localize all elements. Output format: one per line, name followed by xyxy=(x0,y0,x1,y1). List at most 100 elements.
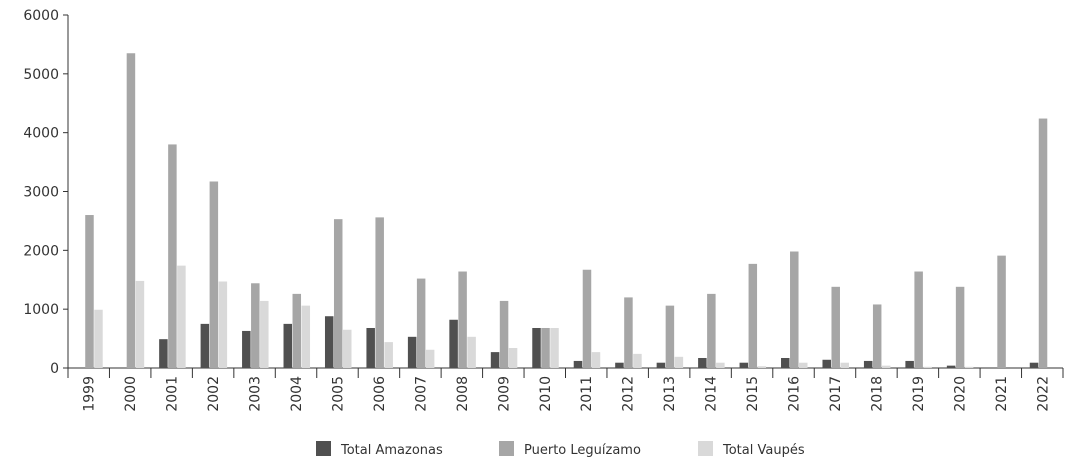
bar-total-amazonas-2011 xyxy=(573,360,583,368)
bar-total-vaup-s-2012 xyxy=(633,353,642,368)
bar-puerto-legu-zamo-2013 xyxy=(665,305,675,368)
bar-total-vaup-s-2004 xyxy=(301,305,311,368)
bar-total-vaup-s-2017 xyxy=(840,362,849,368)
bar-total-amazonas-2006 xyxy=(366,327,375,368)
bar-total-vaup-s-2015 xyxy=(757,366,767,368)
legend-label: Total Vaupés xyxy=(722,443,805,458)
bar-total-amazonas-2001 xyxy=(159,339,168,368)
y-axis: 0 1000 2000 3000 4000 5000 6000 xyxy=(23,8,69,377)
bar-total-vaup-s-2006 xyxy=(384,342,393,368)
y-tick-label: 0 xyxy=(50,361,59,377)
bar-total-amazonas-2020 xyxy=(946,365,956,368)
x-tick-label: 2008 xyxy=(455,376,471,412)
bar-total-amazonas-2010 xyxy=(532,327,541,368)
y-tick-label: 1000 xyxy=(23,302,59,318)
x-tick-label: 2013 xyxy=(662,376,678,412)
bar-total-vaup-s-1999 xyxy=(94,309,103,368)
bar-total-amazonas-2005 xyxy=(324,316,334,368)
x-tick-label: 2020 xyxy=(952,376,968,412)
x-tick-label: 2007 xyxy=(413,376,429,412)
bar-total-vaup-s-2016 xyxy=(799,362,808,368)
bar-total-amazonas-2019 xyxy=(905,360,914,368)
x-axis: 1999 2000 2001 2002 2003 2004 2005 2006 2007 2008… xyxy=(67,367,1064,412)
x-tick-label: 2009 xyxy=(496,376,512,412)
y-tick-label: 6000 xyxy=(23,8,59,24)
y-tick-label: 4000 xyxy=(23,126,59,142)
bar-total-vaup-s-2018 xyxy=(881,365,891,368)
bar-total-amazonas-2007 xyxy=(407,336,417,368)
bar-total-amazonas-2016 xyxy=(781,357,790,368)
bar-puerto-legu-zamo-2014 xyxy=(707,293,716,368)
bar-total-vaup-s-2011 xyxy=(591,352,601,368)
bar-total-vaup-s-2001 xyxy=(177,265,186,368)
bar-total-amazonas-2012 xyxy=(615,362,624,368)
x-tick-label: 2005 xyxy=(330,376,346,412)
bar-total-vaup-s-2019 xyxy=(923,366,932,368)
x-tick-label: 2006 xyxy=(372,376,388,412)
x-tick-label: 2004 xyxy=(289,376,305,412)
bar-puerto-legu-zamo-2003 xyxy=(251,283,260,368)
bar-total-vaup-s-2014 xyxy=(716,362,725,368)
bar-total-vaup-s-2003 xyxy=(260,300,269,368)
x-tick-label: 2000 xyxy=(123,376,139,412)
bar-total-vaup-s-2005 xyxy=(342,329,352,368)
bar-puerto-legu-zamo-2007 xyxy=(416,278,426,368)
bar-total-vaup-s-2010 xyxy=(550,327,559,368)
bar-puerto-legu-zamo-2011 xyxy=(582,269,592,368)
bar-total-amazonas-2018 xyxy=(863,360,873,368)
bar-total-amazonas-2009 xyxy=(490,352,500,368)
bar-total-amazonas-2022 xyxy=(1029,362,1039,368)
bar-puerto-legu-zamo-2012 xyxy=(624,297,633,368)
bar-total-amazonas-2002 xyxy=(200,323,210,368)
bar-puerto-legu-zamo-2000 xyxy=(126,53,136,368)
legend-swatch xyxy=(499,441,514,456)
x-tick-label: 2014 xyxy=(704,376,720,412)
y-tick-label: 5000 xyxy=(23,67,59,83)
x-tick-label: 2015 xyxy=(745,376,761,412)
x-tick-label: 2010 xyxy=(538,376,554,412)
x-tick-label: 2018 xyxy=(869,376,885,412)
bar-puerto-legu-zamo-2015 xyxy=(748,263,758,368)
bar-puerto-legu-zamo-2004 xyxy=(292,293,302,368)
bar-total-amazonas-2014 xyxy=(698,357,707,368)
bar-total-vaup-s-2002 xyxy=(218,281,228,368)
x-tick-label: 2011 xyxy=(579,376,595,412)
bar-puerto-legu-zamo-2016 xyxy=(790,251,799,368)
bar-puerto-legu-zamo-2021 xyxy=(997,255,1006,368)
bar-total-amazonas-2003 xyxy=(242,330,251,368)
x-tick-label: 2003 xyxy=(248,376,264,412)
bar-total-vaup-s-2020 xyxy=(964,366,974,368)
bar-total-amazonas-2017 xyxy=(822,359,831,368)
bar-total-vaup-s-2007 xyxy=(425,349,435,368)
x-tick-label: 1999 xyxy=(82,376,98,412)
bar-total-amazonas-2008 xyxy=(449,319,458,368)
legend-swatch xyxy=(698,441,713,456)
x-tick-label: 2016 xyxy=(787,376,803,412)
bar-total-vaup-s-2000 xyxy=(135,280,145,368)
x-tick-label: 2022 xyxy=(1035,376,1051,412)
x-tick-label: 2017 xyxy=(828,376,844,412)
bar-puerto-legu-zamo-2010 xyxy=(541,327,550,368)
y-tick-label: 2000 xyxy=(23,243,59,259)
legend-label: Puerto Leguízamo xyxy=(524,443,641,458)
x-tick-label: 2019 xyxy=(911,376,927,412)
bar-total-vaup-s-2013 xyxy=(674,356,684,368)
x-tick-label: 2001 xyxy=(165,376,181,412)
bar-puerto-legu-zamo-2022 xyxy=(1038,118,1048,369)
bar-puerto-legu-zamo-2002 xyxy=(209,181,219,368)
x-tick-label: 2002 xyxy=(206,376,222,412)
bar-puerto-legu-zamo-2008 xyxy=(458,271,467,368)
bars xyxy=(85,53,1048,369)
x-tick-label: 2021 xyxy=(994,376,1010,412)
bar-puerto-legu-zamo-2001 xyxy=(168,144,177,368)
y-tick-label: 3000 xyxy=(23,185,59,201)
legend: Total Amazonas Puerto Leguízamo Total Vaup… xyxy=(316,441,805,458)
bar-puerto-legu-zamo-2018 xyxy=(872,304,882,368)
legend-swatch xyxy=(316,441,331,456)
bar-total-amazonas-2015 xyxy=(739,362,749,368)
bar-puerto-legu-zamo-1999 xyxy=(85,215,94,368)
bar-puerto-legu-zamo-2017 xyxy=(831,286,840,368)
x-tick-label: 2012 xyxy=(621,376,637,412)
bar-puerto-legu-zamo-2009 xyxy=(499,300,509,368)
